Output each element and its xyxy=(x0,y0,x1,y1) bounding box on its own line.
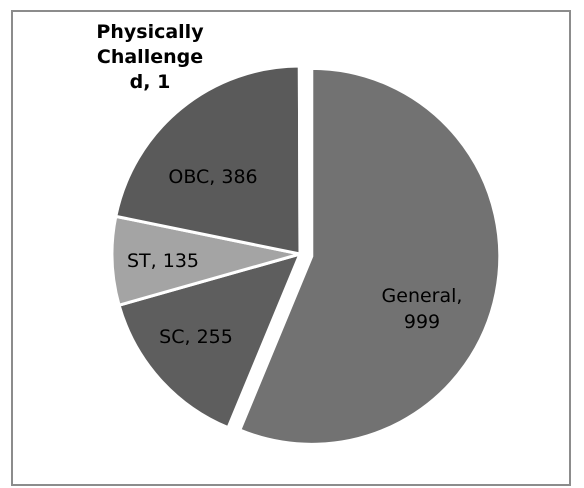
data-label-line: ST, 135 xyxy=(127,250,199,272)
data-label-physically-challenged: Physically Challenge d, 1 xyxy=(96,21,204,93)
data-label-line: OBC, 386 xyxy=(168,166,257,188)
pie-slices xyxy=(110,64,502,446)
pie-slice-obc xyxy=(114,64,302,256)
pie-slice-physically-challenged xyxy=(297,64,302,256)
data-label-line: d, 1 xyxy=(130,71,171,93)
pie-slice-general xyxy=(238,66,502,446)
data-label-line: Physically xyxy=(96,21,204,43)
pie-slice-sc xyxy=(117,252,302,430)
pie-labels: General, 999 SC, 255 ST, 135 OBC, 386 Physica… xyxy=(96,21,462,348)
pie-chart: General, 999 SC, 255 ST, 135 OBC, 386 Physica… xyxy=(96,21,502,446)
data-label-sc: SC, 255 xyxy=(159,326,233,348)
data-label-line: SC, 255 xyxy=(159,326,233,348)
data-label-line: 999 xyxy=(404,311,440,333)
data-label-line: General, xyxy=(382,285,463,307)
data-label-general: General, 999 xyxy=(382,285,463,333)
data-label-st: ST, 135 xyxy=(127,250,199,272)
chart-frame: General, 999 SC, 255 ST, 135 OBC, 386 Physica… xyxy=(11,10,571,486)
data-label-line: Challenge xyxy=(97,46,203,68)
data-label-obc: OBC, 386 xyxy=(168,166,257,188)
